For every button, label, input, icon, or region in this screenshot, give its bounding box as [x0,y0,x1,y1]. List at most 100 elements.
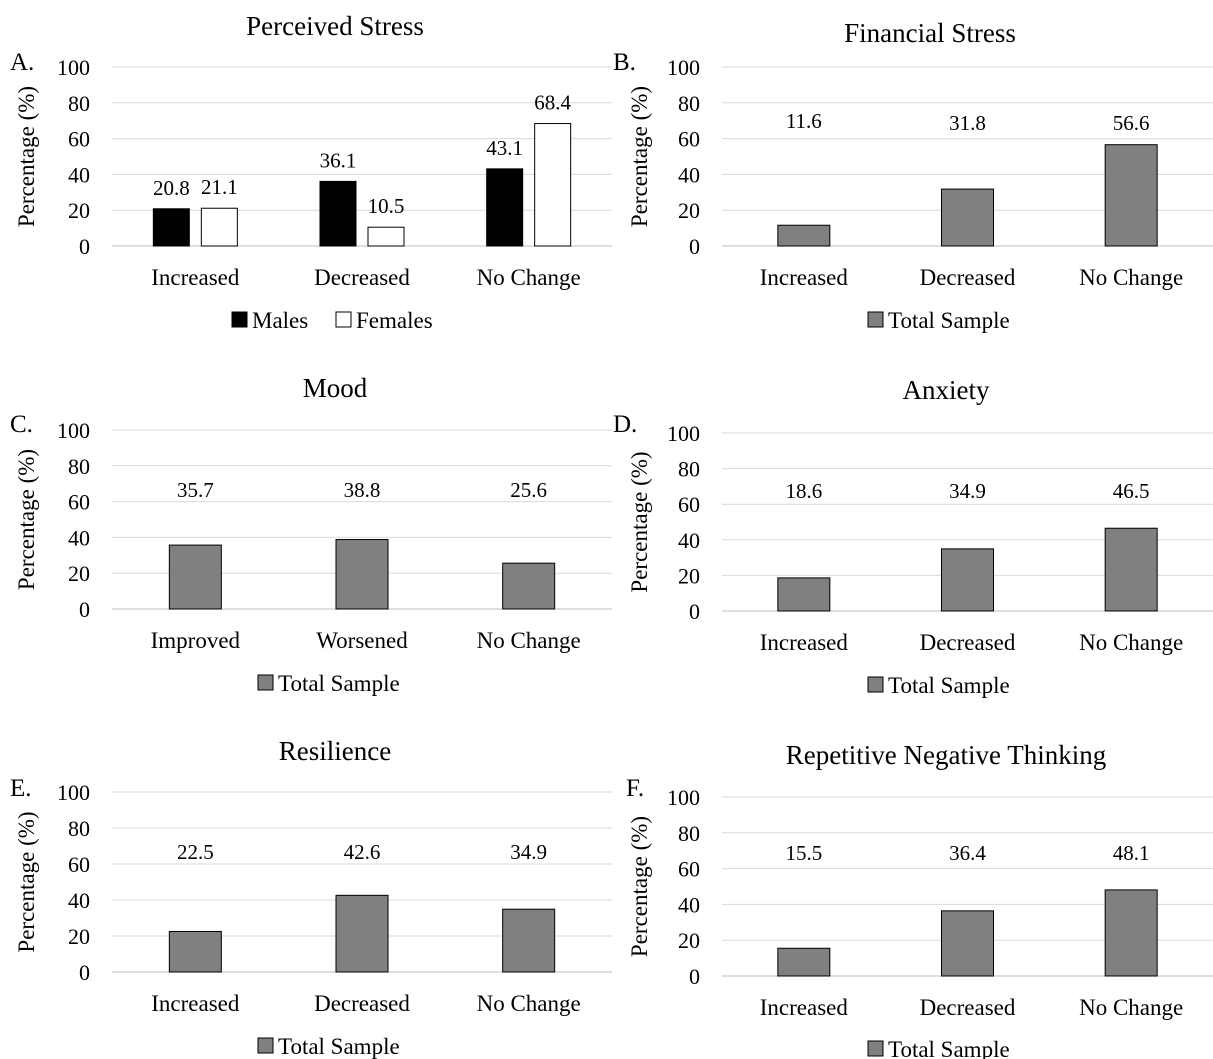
bar [1104,144,1158,247]
y-tick-label: 20 [678,563,700,588]
y-tick-label: 100 [667,785,700,810]
data-label: 10.5 [368,194,405,218]
x-tick-label: Improved [151,628,241,653]
legend-swatch [867,311,884,328]
legend-swatch [257,674,274,691]
y-tick-label: 20 [678,198,700,223]
data-label: 22.5 [177,840,214,864]
bar [502,908,556,973]
y-tick-label: 80 [68,91,90,116]
y-tick-label: 20 [68,198,90,223]
data-label: 25.6 [510,478,547,502]
panel-letter: A. [10,49,34,76]
y-axis-label: Percentage (%) [627,451,652,592]
legend-swatch [257,1037,274,1054]
y-tick-label: 60 [678,127,700,152]
legend-label: Females [356,308,433,333]
y-tick-label: 60 [68,852,90,877]
bar [502,562,556,610]
y-axis-label: Percentage (%) [627,86,652,227]
bar [152,208,190,247]
bar [367,226,405,247]
y-tick-label: 60 [68,490,90,515]
y-tick-label: 40 [678,162,700,187]
bar [941,188,994,247]
x-tick-label: Increased [151,265,240,290]
data-label: 11.6 [786,109,822,133]
data-label: 36.1 [320,148,357,172]
bar [941,548,994,612]
data-label: 42.6 [344,840,381,864]
chart-title: Anxiety [903,375,990,405]
y-tick-label: 60 [678,492,700,517]
data-label: 34.9 [510,840,547,864]
bar [335,894,389,973]
chart-title: Financial Stress [844,18,1016,48]
panel-letter: F. [626,775,644,802]
y-tick-label: 100 [57,780,90,805]
y-axis-label: Percentage (%) [14,86,39,227]
x-tick-label: No Change [477,265,581,290]
data-label: 68.4 [534,91,571,115]
bar [777,224,831,247]
legend-swatch [231,311,248,328]
data-label: 35.7 [177,478,214,502]
x-tick-label: Decreased [920,265,1016,290]
x-tick-label: No Change [477,628,581,653]
data-label: 20.8 [153,176,190,200]
bar [486,168,524,247]
y-tick-label: 100 [667,55,700,80]
bar [534,123,572,247]
x-tick-label: Increased [760,995,849,1020]
legend-label: Total Sample [888,308,1010,333]
bar [319,180,357,247]
chart-panel-c: Mood C. 0 20 40 60 80 100 Percentage (%) Improved… [10,373,612,696]
panel-letter: C. [10,411,33,438]
chart-title: Mood [303,373,368,403]
x-tick-label: Decreased [314,265,410,290]
y-axis-label: Percentage (%) [627,816,652,957]
chart-panel-d: Anxiety D. 0 20 40 60 80 100 Percentage (%) Incre… [613,375,1213,698]
data-label: 21.1 [201,175,238,199]
y-tick-label: 0 [79,960,90,985]
x-tick-label: No Change [1079,630,1183,655]
chart-title: Perceived Stress [246,11,424,41]
y-tick-label: 100 [667,421,700,446]
x-tick-label: No Change [1079,265,1183,290]
panel-letter: E. [10,775,32,802]
y-tick-label: 40 [68,162,90,187]
y-tick-label: 0 [79,234,90,259]
y-tick-label: 80 [678,91,700,116]
chart-title: Repetitive Negative Thinking [786,740,1106,770]
y-tick-label: 40 [68,888,90,913]
chart-panel-e: Resilience E. 0 20 40 60 80 100 Percentage (%) In… [10,736,612,1059]
y-tick-label: 80 [678,821,700,846]
legend-swatch [867,1040,884,1057]
y-tick-label: 0 [689,599,700,624]
y-tick-label: 80 [68,454,90,479]
legend-swatch [867,676,884,693]
y-tick-label: 40 [678,892,700,917]
y-axis-label: Percentage (%) [14,811,39,952]
y-tick-label: 0 [79,597,90,622]
legend-label: Total Sample [888,673,1010,698]
legend-label: Total Sample [888,1037,1010,1059]
y-tick-label: 20 [68,924,90,949]
bar [335,539,389,610]
y-tick-label: 100 [57,55,90,80]
y-tick-label: 0 [689,234,700,259]
y-tick-label: 20 [678,928,700,953]
y-tick-label: 20 [68,561,90,586]
y-tick-label: 80 [68,816,90,841]
legend-label: Total Sample [278,1034,400,1059]
data-label: 38.8 [344,478,381,502]
y-tick-label: 60 [678,857,700,882]
data-label: 34.9 [949,479,986,503]
legend-label: Total Sample [278,671,400,696]
bar [941,910,994,977]
x-tick-label: Increased [760,630,849,655]
bar [200,207,238,247]
bar [168,544,222,610]
legend-label: Males [252,308,308,333]
panel-letter: D. [613,411,637,438]
